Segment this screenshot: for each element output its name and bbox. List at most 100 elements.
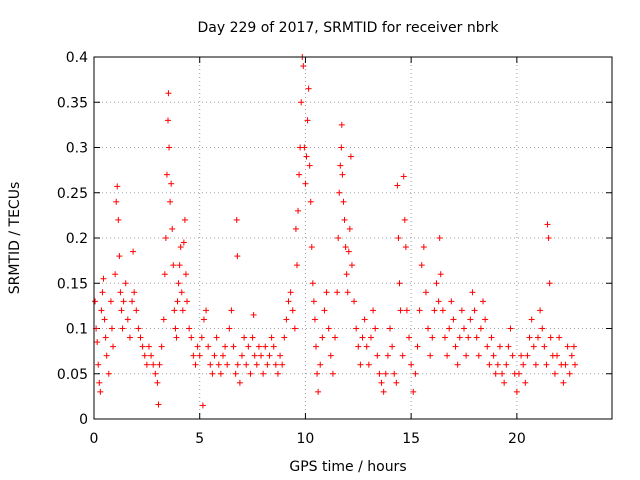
data-point — [439, 307, 446, 314]
data-point — [95, 361, 102, 368]
data-point — [374, 352, 381, 359]
data-point — [416, 307, 423, 314]
data-point — [101, 316, 108, 323]
y-tick-label: 0.4 — [66, 50, 88, 66]
data-point — [427, 352, 434, 359]
data-point — [436, 235, 443, 241]
plot-frame — [93, 56, 613, 420]
axis-ticks: 0 0.05 0.1 0.15 0.2 0.25 0.3 0.35 0.4 0 5 10 15 20 — [57, 50, 612, 447]
data-point — [334, 289, 341, 296]
data-point — [526, 334, 533, 341]
data-point — [129, 298, 136, 305]
x-tick-label: 10 — [297, 431, 315, 447]
data-point — [431, 307, 438, 314]
data-point — [203, 307, 210, 314]
data-point — [456, 334, 463, 341]
data-point — [250, 311, 257, 318]
data-point — [570, 343, 577, 350]
data-point — [211, 352, 218, 359]
data-point — [179, 307, 186, 314]
data-point — [260, 370, 267, 377]
data-point — [537, 307, 544, 314]
data-point — [341, 216, 348, 223]
data-point — [96, 379, 103, 386]
data-point — [496, 343, 503, 350]
data-point — [484, 343, 491, 350]
data-point — [401, 216, 408, 223]
data-point — [465, 334, 472, 341]
data-point — [435, 298, 442, 305]
data-point — [289, 307, 296, 314]
data-point — [307, 198, 314, 205]
data-point — [150, 361, 157, 368]
data-point — [215, 361, 222, 368]
data-point — [137, 334, 144, 341]
data-point — [178, 289, 185, 296]
data-point — [126, 334, 133, 341]
data-point — [190, 352, 197, 359]
data-point — [461, 325, 467, 332]
data-point — [458, 307, 465, 314]
data-point — [347, 153, 354, 160]
data-point — [482, 316, 489, 323]
data-point — [168, 180, 175, 187]
data-point — [148, 352, 155, 359]
data-point — [279, 361, 286, 368]
x-axis-label: GPS time / hours — [289, 459, 406, 475]
data-point — [490, 352, 497, 359]
data-point — [281, 334, 288, 341]
data-point — [507, 325, 514, 332]
data-point — [406, 334, 413, 341]
data-point — [165, 117, 171, 124]
x-tick-label: 5 — [195, 431, 204, 447]
data-point — [314, 370, 321, 377]
data-point — [97, 388, 104, 395]
data-point — [135, 325, 142, 332]
data-point — [302, 180, 309, 187]
y-tick-label: 0.15 — [57, 276, 88, 292]
data-point — [117, 289, 124, 296]
data-point — [313, 343, 319, 350]
data-point — [309, 280, 316, 287]
data-point — [277, 352, 284, 359]
data-point — [213, 334, 220, 341]
data-point — [209, 370, 216, 377]
y-axis-label: SRMTID / TECUs — [7, 182, 23, 295]
data-point — [154, 379, 161, 386]
data-point — [367, 334, 374, 341]
y-tick-label: 0 — [79, 412, 88, 428]
data-point — [285, 298, 292, 305]
data-point — [501, 379, 508, 386]
y-tick-label: 0.05 — [57, 367, 88, 383]
data-point — [303, 153, 310, 160]
data-point — [174, 298, 181, 305]
data-point — [473, 334, 480, 341]
data-point — [167, 198, 174, 205]
data-point — [547, 334, 554, 341]
data-point — [158, 343, 165, 350]
data-point — [300, 63, 307, 70]
data-point — [180, 239, 187, 246]
data-point — [270, 343, 277, 350]
data-point — [539, 325, 546, 332]
data-point — [317, 361, 324, 368]
data-point — [414, 343, 421, 350]
data-point — [444, 352, 451, 359]
data-point — [488, 334, 495, 341]
data-point — [258, 352, 265, 359]
data-point — [422, 289, 429, 296]
data-point — [272, 361, 279, 368]
data-point — [387, 325, 393, 332]
data-point — [505, 343, 512, 350]
data-point — [346, 225, 353, 232]
data-point — [283, 316, 290, 323]
data-point — [572, 361, 578, 368]
data-point — [425, 325, 432, 332]
data-point — [143, 361, 150, 368]
data-point — [351, 298, 358, 305]
data-point — [319, 334, 326, 341]
data-point — [105, 370, 112, 377]
data-point — [399, 352, 406, 359]
data-point — [118, 307, 125, 314]
data-point — [509, 352, 516, 359]
